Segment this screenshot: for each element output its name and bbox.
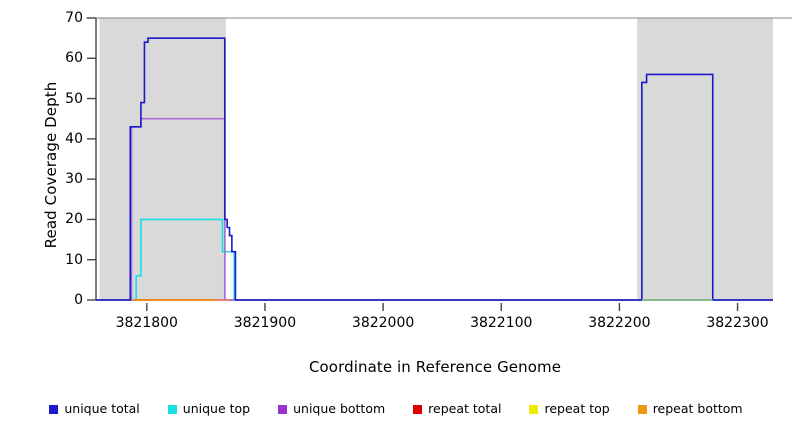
legend-label: unique total [64, 400, 140, 416]
legend-label: repeat total [428, 400, 502, 416]
legend-label: unique top [182, 400, 251, 416]
chart-legend: unique total unique top unique bottom repea… [0, 398, 792, 420]
y-tick-label-30: 30 [65, 171, 83, 188]
legend-item-repeat-total[interactable]: repeat total [413, 400, 502, 416]
shaded-region-1 [99, 18, 226, 300]
legend-swatch-icon [413, 404, 423, 414]
legend-swatch-icon [49, 404, 59, 414]
y-tick-label-20: 20 [65, 211, 83, 228]
x-tick-label-3822100: 3822100 [470, 315, 533, 331]
x-tick-label-3822200: 3822200 [588, 315, 651, 331]
legend-item-unique-total[interactable]: unique total [49, 400, 140, 416]
series-unique-top [96, 218, 773, 301]
x-tick-label-3822300: 3822300 [706, 315, 769, 331]
legend-swatch-icon [529, 404, 539, 414]
x-tick-label-3821900: 3821900 [233, 315, 297, 331]
y-tick-label-50: 50 [65, 90, 83, 107]
legend-label: unique bottom [293, 400, 386, 416]
legend-item-repeat-top[interactable]: repeat top [529, 400, 610, 416]
x-axis-title: Coordinate in Reference Genome [308, 358, 562, 376]
legend-swatch-icon [278, 404, 288, 414]
legend-item-repeat-bottom[interactable]: repeat bottom [637, 400, 743, 416]
x-tick-label-3821800: 3821800 [115, 315, 178, 331]
y-tick-label-70: 70 [65, 10, 83, 26]
series-unique-total [96, 37, 773, 301]
legend-swatch-icon [637, 404, 647, 414]
legend-swatch-icon [167, 404, 177, 414]
x-tick-label-3822000: 3822000 [351, 315, 415, 331]
y-tick-label-0: 0 [74, 292, 83, 308]
y-tick-label-60: 60 [65, 50, 83, 67]
legend-label: repeat top [544, 400, 610, 416]
y-tick-label-10: 10 [65, 251, 83, 268]
y-tick-label-40: 40 [65, 130, 83, 147]
legend-item-unique-bottom[interactable]: unique bottom [278, 400, 386, 416]
legend-item-unique-top[interactable]: unique top [167, 400, 251, 416]
legend-label: repeat bottom [652, 400, 743, 416]
shaded-region-2 [637, 18, 773, 300]
